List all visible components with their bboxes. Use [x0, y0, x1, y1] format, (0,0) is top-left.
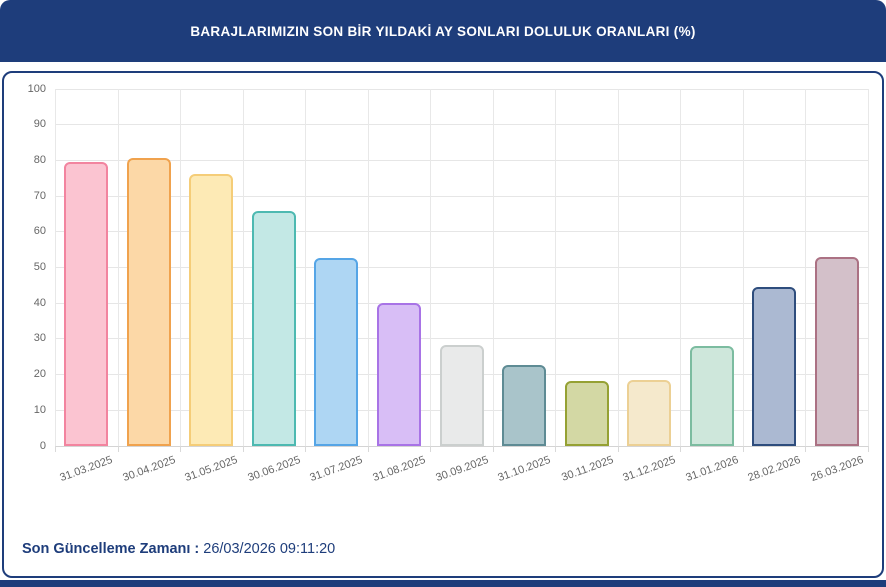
bar-31.01.2026[interactable] [689, 346, 734, 446]
x-gridline [680, 89, 681, 446]
y-axis-label: 20 [33, 368, 46, 381]
y-axis-label: 60 [33, 225, 46, 238]
bar-31.10.2025[interactable] [502, 365, 547, 446]
x-axis-tick [118, 446, 119, 452]
x-axis-tick [180, 446, 181, 452]
bar-31.12.2025[interactable] [627, 380, 672, 446]
x-gridline [618, 89, 619, 446]
bar-26.03.2026[interactable] [814, 257, 859, 446]
x-gridline [243, 89, 244, 446]
x-axis-tick [618, 446, 619, 452]
bar-28.02.2026[interactable] [752, 287, 797, 446]
y-gridline [55, 231, 868, 233]
last-update-separator: : [194, 541, 200, 557]
page-title: BARAJLARIMIZIN SON BİR YILDAKİ AY SONLAR… [190, 23, 696, 39]
last-update-line: Son Güncelleme Zamanı:26/03/2026 09:11:2… [22, 541, 335, 557]
x-axis-tick [680, 446, 681, 452]
x-axis-tick [305, 446, 306, 452]
y-gridline [55, 124, 868, 126]
x-gridline [805, 89, 806, 446]
x-gridline [180, 89, 181, 446]
x-gridline [868, 89, 869, 446]
x-axis-tick [805, 446, 806, 452]
x-axis-tick [743, 446, 744, 452]
y-gridline [55, 445, 868, 447]
y-axis-label: 50 [33, 261, 46, 273]
x-axis-tick [493, 446, 494, 452]
y-gridline [55, 88, 868, 90]
x-axis-tick [555, 446, 556, 452]
y-axis-label: 10 [33, 403, 46, 416]
x-axis-tick [368, 446, 369, 452]
last-update-label: Son Güncelleme Zamanı [22, 541, 191, 557]
y-axis-label: 70 [33, 189, 46, 202]
bar-30.11.2025[interactable] [564, 381, 609, 446]
x-axis-tick [868, 446, 869, 452]
x-gridline [743, 89, 744, 446]
y-gridline [55, 195, 868, 197]
bar-31.05.2025[interactable] [189, 173, 234, 446]
x-gridline [305, 89, 306, 446]
bar-31.03.2025[interactable] [64, 161, 109, 446]
x-gridline [555, 89, 556, 446]
y-axis-label: 80 [33, 153, 46, 166]
bottom-bar [0, 580, 886, 587]
y-axis-label: 100 [27, 82, 46, 95]
chart-card: 0 10 20 30 40 50 60 70 80 90 100 31.03.2025 30.04.20… [2, 71, 884, 578]
y-axis-label: 30 [33, 332, 46, 345]
y-gridline [55, 159, 868, 161]
x-axis-tick [55, 446, 56, 452]
x-gridline [430, 89, 431, 446]
y-gridline [55, 267, 868, 268]
bar-30.09.2025[interactable] [439, 344, 484, 446]
y-axis-label: 0 [39, 439, 46, 452]
bar-31.07.2025[interactable] [314, 257, 359, 446]
bar-30.06.2025[interactable] [251, 210, 296, 446]
bar-chart-plot-area: 0 10 20 30 40 50 60 70 80 90 100 31.03.2025 30.04.20… [28, 83, 869, 484]
x-gridline [55, 89, 56, 446]
y-axis-label: 40 [33, 296, 46, 309]
x-gridline [493, 89, 494, 446]
chart-header: BARAJLARIMIZIN SON BİR YILDAKİ AY SONLAR… [0, 0, 886, 62]
bar-30.04.2025[interactable] [126, 157, 171, 446]
y-gridline [55, 302, 868, 304]
x-gridline [368, 89, 369, 446]
last-update-value: 26/03/2026 09:11:20 [203, 541, 336, 557]
x-axis-tick [430, 446, 431, 452]
y-axis-label: 90 [33, 118, 46, 131]
x-gridline [118, 89, 119, 446]
x-axis-tick [243, 446, 244, 452]
bar-31.08.2025[interactable] [376, 302, 421, 446]
y-gridline [55, 338, 868, 340]
